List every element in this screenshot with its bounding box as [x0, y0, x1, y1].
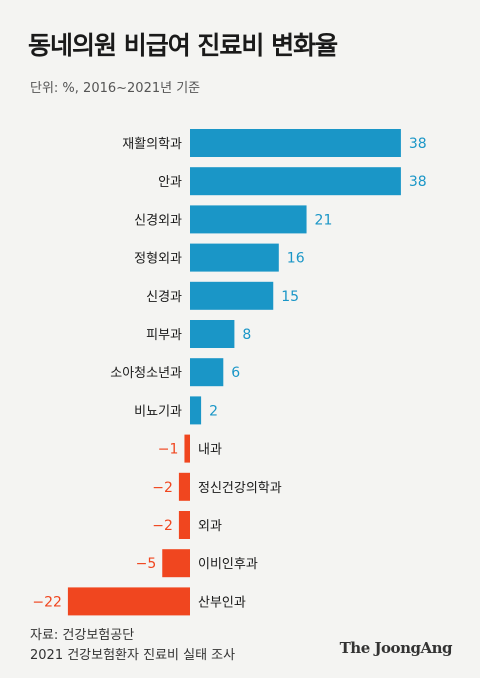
bar [190, 205, 307, 234]
value-label: 21 [315, 212, 333, 228]
bar [178, 511, 190, 539]
category-label: 이비인후과 [198, 557, 258, 572]
source-line-1: 자료: 건강보험공단 [30, 628, 135, 643]
chart-subtitle: 단위: %, 2016~2021년 기준 [30, 81, 201, 96]
bar [67, 587, 190, 616]
category-label: 신경과 [146, 290, 182, 305]
category-label: 정형외과 [134, 252, 182, 267]
category-label: 피부과 [146, 328, 182, 343]
category-label: 소아청소년과 [110, 366, 182, 381]
category-label: 내과 [198, 443, 222, 458]
value-label: 2 [209, 403, 218, 419]
category-label: 비뇨기과 [134, 404, 182, 419]
value-label: −2 [152, 480, 173, 496]
bar [190, 129, 401, 157]
value-label: 38 [409, 136, 427, 152]
source-line-2: 2021 건강보험환자 진료비 실태 조사 [30, 648, 236, 663]
source-note: 자료: 건강보험공단 2021 건강보험환자 진료비 실태 조사 [30, 626, 235, 666]
publisher-logo: The JoongAng [339, 639, 453, 657]
bar [190, 358, 224, 387]
value-label: −5 [136, 556, 157, 572]
value-label: 6 [231, 365, 240, 381]
value-label: −22 [32, 594, 62, 610]
value-label: −2 [152, 518, 173, 534]
category-label: 안과 [158, 175, 182, 190]
category-label: 정신건강의학과 [198, 481, 282, 496]
category-label: 외과 [198, 519, 222, 534]
bar [178, 472, 190, 501]
value-label: 8 [242, 327, 251, 343]
category-label: 재활의학과 [122, 137, 182, 152]
bar [184, 434, 190, 463]
category-label: 신경외과 [134, 213, 182, 228]
bar [190, 243, 279, 272]
bar [190, 320, 235, 348]
bar [190, 167, 401, 196]
value-label: 38 [409, 174, 427, 190]
chart-title: 동네의원 비급여 진료비 변화율 [28, 31, 338, 60]
bar [190, 396, 202, 425]
value-label: 16 [287, 251, 305, 267]
category-label: 산부인과 [198, 595, 246, 610]
value-label: −1 [158, 442, 179, 458]
bar [162, 549, 190, 578]
value-label: 15 [281, 289, 299, 305]
bar [190, 281, 274, 310]
